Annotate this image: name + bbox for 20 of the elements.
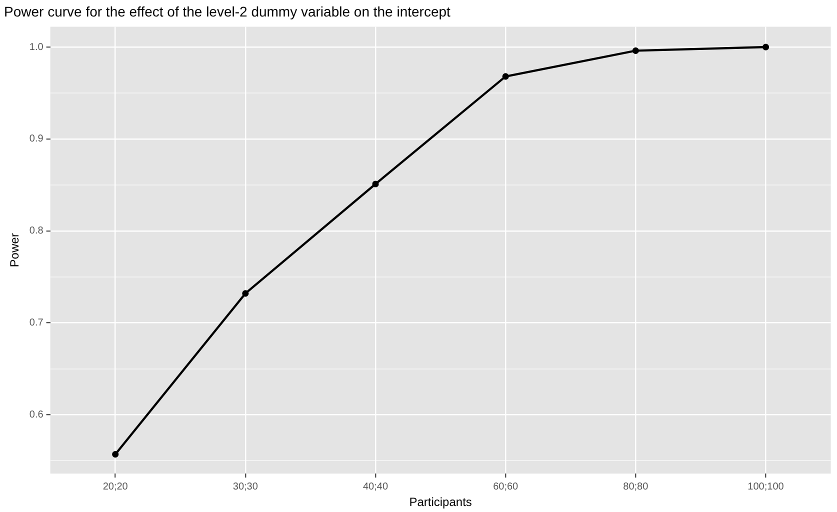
point	[632, 47, 639, 54]
x-tick-label: 60;60	[493, 481, 519, 492]
x-tick-label: 20;20	[102, 481, 128, 492]
point	[242, 290, 249, 297]
x-tick-label: 80;80	[623, 481, 649, 492]
y-tick-label: 0.7	[29, 318, 44, 329]
y-tick-label: 0.9	[29, 134, 44, 145]
point	[502, 73, 509, 80]
chart-title: Power curve for the effect of the level-2 dummy variable on the intercept	[4, 3, 451, 20]
point	[372, 180, 379, 188]
y-axis-title: Power	[8, 233, 22, 268]
x-tick-label: 40;40	[362, 481, 388, 492]
y-tick-label: 1.0	[29, 42, 44, 53]
x-tick-label: 100;100	[748, 481, 784, 492]
y-tick-label: 0.6	[29, 410, 44, 421]
point	[762, 44, 770, 50]
y-tick-label: 0.8	[29, 226, 44, 237]
point	[112, 450, 119, 458]
x-axis-title: Participants	[409, 495, 472, 510]
x-tick-label: 30;30	[232, 481, 258, 492]
